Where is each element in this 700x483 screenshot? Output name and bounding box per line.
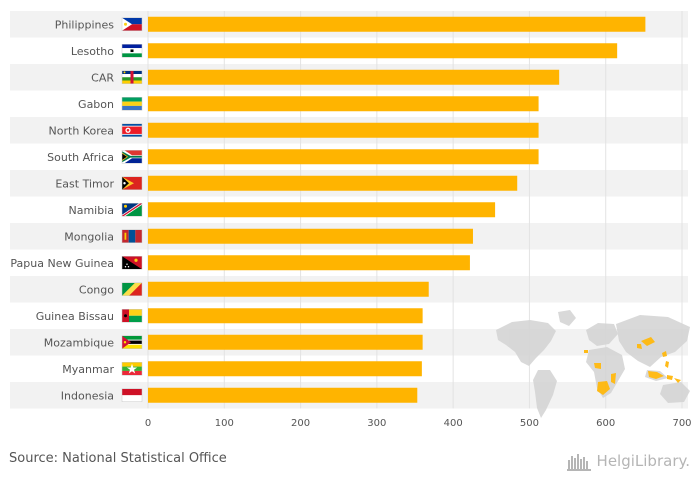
category-label: Papua New Guinea: [10, 257, 114, 270]
x-tick-label: 200: [291, 418, 310, 429]
helgi-library-logo-icon: [566, 454, 591, 471]
category-label: Guinea Bissau: [36, 310, 114, 323]
flag-namibia-icon: [121, 203, 143, 217]
category-label: South Africa: [47, 151, 114, 164]
bar-mozambique: [148, 334, 423, 350]
flag-car-icon: [121, 70, 143, 84]
category-label: North Korea: [49, 124, 114, 137]
x-axis-ticks: 0 100 200 300 400 500 600 700: [145, 418, 692, 429]
category-label: Indonesia: [61, 389, 114, 402]
category-label: Gabon: [78, 98, 114, 111]
category-labels: Philippines Lesotho CAR Gabon North Korea Sou…: [10, 18, 114, 402]
bar-car: [148, 69, 560, 85]
flag-mongolia-icon: [121, 229, 143, 243]
highlighted-countries: [584, 337, 681, 395]
flag-guinea-bissau-icon: [121, 309, 143, 323]
bar-lesotho: [148, 43, 618, 59]
flag-indonesia-icon: [121, 388, 143, 402]
category-label: East Timor: [55, 177, 114, 190]
flag-philippines-icon: [121, 17, 143, 31]
flag-mozambique-icon: [121, 335, 143, 349]
bar-chart: Philippines Lesotho CAR Gabon North Korea Sou…: [10, 11, 692, 429]
source-note: Source: National Statistical Office: [9, 451, 227, 466]
brand-name: HelgiLibrary.: [596, 452, 690, 470]
bar-myanmar: [148, 361, 422, 377]
bar-indonesia: [148, 387, 418, 403]
flags: [121, 17, 143, 402]
bar-philippines: [148, 16, 646, 32]
bar-east-timor: [148, 175, 518, 191]
flag-gabon-icon: [121, 97, 143, 111]
flag-congo-icon: [121, 282, 143, 296]
category-label: Philippines: [55, 18, 115, 31]
category-label: Namibia: [68, 204, 114, 217]
flag-north-korea-icon: [121, 123, 143, 137]
bar-congo: [148, 281, 429, 297]
brand-logo: HelgiLibrary.: [566, 449, 690, 473]
flag-east-timor-icon: [121, 176, 143, 190]
bar-gabon: [148, 96, 539, 112]
category-label: Mozambique: [44, 336, 114, 349]
category-label: CAR: [91, 71, 114, 84]
category-label: Myanmar: [62, 363, 114, 376]
flag-myanmar-icon: [121, 362, 143, 376]
category-label: Mongolia: [64, 230, 114, 243]
footer: Source: National Statistical Office Helg…: [0, 440, 700, 483]
bar-north-korea: [148, 122, 539, 138]
x-tick-label: 100: [215, 418, 234, 429]
world-map-icon: [496, 310, 690, 418]
x-tick-label: 600: [596, 418, 615, 429]
bar-namibia: [148, 202, 496, 218]
category-label: Congo: [79, 283, 114, 296]
x-tick-label: 0: [145, 418, 151, 429]
bar-papua-new-guinea: [148, 255, 470, 271]
x-tick-label: 700: [672, 418, 691, 429]
category-label: Lesotho: [71, 45, 114, 58]
x-tick-label: 300: [367, 418, 386, 429]
bars: [148, 16, 646, 403]
flag-papua-new-guinea-icon: [121, 256, 143, 270]
bar-mongolia: [148, 228, 473, 244]
flag-lesotho-icon: [121, 44, 143, 58]
bar-guinea-bissau: [148, 308, 423, 324]
x-tick-label: 400: [444, 418, 463, 429]
flag-south-africa-icon: [121, 150, 143, 164]
x-tick-label: 500: [520, 418, 539, 429]
bar-south-africa: [148, 149, 539, 165]
